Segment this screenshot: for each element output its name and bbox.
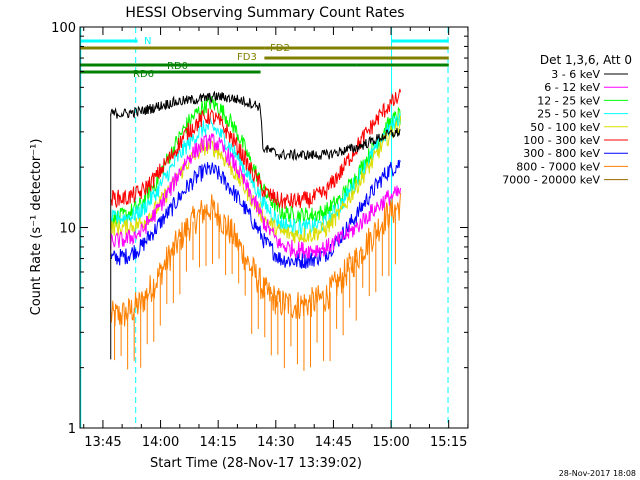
- x-tick-label: 14:45: [315, 435, 352, 450]
- status-label-rd0: RD0: [167, 61, 188, 72]
- series-line-7: [110, 192, 401, 327]
- x-axis-label: Start Time (28-Nov-17 13:39:02): [150, 456, 362, 471]
- status-label-fd2: FD2: [270, 43, 290, 54]
- status-label-rd6: RD6: [133, 69, 154, 80]
- x-tick-label: 13:45: [84, 435, 121, 450]
- legend-label-4: 50 - 100 keV: [530, 121, 600, 134]
- x-tick-label: 15:00: [372, 435, 409, 450]
- y-tick-label: 10: [59, 222, 76, 237]
- y-axis: 1 10 100: [51, 21, 468, 437]
- series-line-1: [110, 132, 401, 259]
- series-7: [110, 192, 401, 371]
- legend-label-5: 100 - 300 keV: [523, 134, 600, 147]
- series-line-0: [110, 90, 401, 162]
- legend-label-6: 300 - 800 keV: [523, 147, 600, 160]
- series-line-4: [110, 115, 401, 244]
- x-axis: 13:45 14:00 14:15 14:30 14:45 15:00 15:15: [83, 27, 469, 450]
- chart-title: HESSI Observing Summary Count Rates: [125, 5, 404, 21]
- plot-area: N FD2 FD3 RD0 RD6: [80, 27, 449, 428]
- legend-label-0: 3 - 6 keV: [551, 68, 600, 81]
- legend-label-3: 25 - 50 keV: [537, 108, 600, 121]
- status-label-n: N: [144, 36, 151, 47]
- y-tick-label: 1: [68, 422, 76, 437]
- series-5: [110, 88, 401, 209]
- legend-label-2: 12 - 25 keV: [537, 94, 600, 107]
- series-4: [110, 115, 401, 244]
- legend-label-8: 7000 - 20000 keV: [502, 174, 600, 187]
- series-line-6: [110, 159, 401, 269]
- x-tick-label: 14:00: [142, 435, 179, 450]
- series-6: [110, 159, 401, 269]
- series-1: [110, 132, 401, 259]
- series-0: [110, 90, 401, 162]
- legend-label-1: 6 - 12 keV: [544, 81, 600, 94]
- legend-label-7: 800 - 7000 keV: [516, 160, 600, 173]
- y-tick-label: 100: [51, 21, 76, 36]
- legend-title: Det 1,3,6, Att 0: [540, 53, 632, 67]
- status-label-fd3: FD3: [237, 52, 257, 63]
- series-line-5: [110, 88, 401, 209]
- y-axis-label: Count Rate (s⁻¹ detector⁻¹): [29, 139, 44, 316]
- footer-date: 28-Nov-2017 18:08: [559, 469, 636, 478]
- x-tick-label: 14:15: [199, 435, 236, 450]
- x-tick-label: 15:15: [430, 435, 467, 450]
- x-tick-label: 14:30: [257, 435, 294, 450]
